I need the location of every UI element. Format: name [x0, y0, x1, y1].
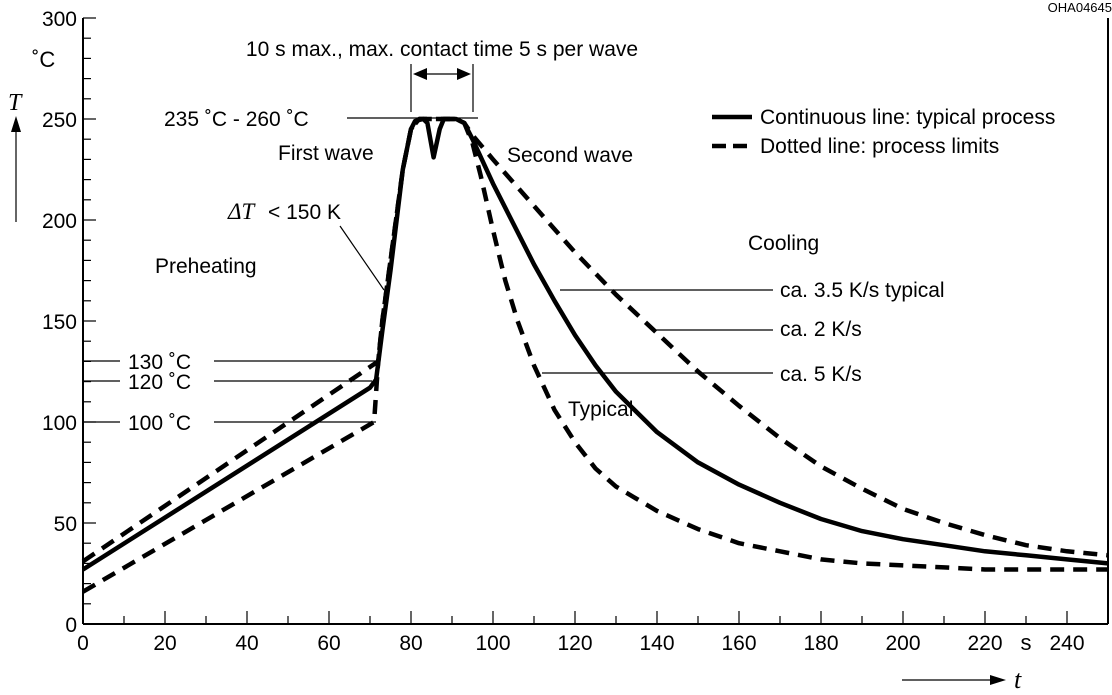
first-wave-label: First wave [278, 142, 374, 165]
x-tick-label: 20 [153, 632, 176, 655]
x-tick-label: 160 [721, 632, 756, 655]
rate-5-label: ca. 5 K/s [780, 363, 862, 386]
legend: Continuous line: typical process Dotted … [712, 106, 1055, 158]
y-tick-label: 150 [42, 311, 77, 334]
peak-temperature-label: 235 ˚C - 260 ˚C [164, 108, 309, 131]
x-axis-symbol: t [1014, 665, 1022, 694]
y-tick-label: 100 [42, 412, 77, 435]
preheat-level-120: 120 ˚C [83, 371, 372, 394]
y-axis-arrow [11, 116, 21, 222]
x-tick-label: 0 [77, 632, 89, 655]
legend-label-dashed: Dotted line: process limits [760, 135, 999, 158]
x-tick-label: 120 [557, 632, 592, 655]
typical-label: Typical [568, 398, 633, 421]
x-tick-label: 60 [317, 632, 340, 655]
x-axis-ticks: 0 20 40 60 80 100 120 140 160 180 200 220 240 [77, 611, 1109, 655]
series-line-dashed-2 [81, 116, 1108, 594]
legend-label-solid: Continuous line: typical process [760, 106, 1055, 129]
x-tick-label: 220 [967, 632, 1002, 655]
preheating-label: Preheating [155, 255, 257, 278]
delta-t-symbol: ΔT [227, 199, 256, 224]
level-100-label: 100 ˚C [128, 412, 191, 435]
delta-t-leader-line [339, 225, 385, 291]
reference-code: OHA04645 [1048, 0, 1112, 15]
x-tick-label: 80 [399, 632, 422, 655]
y-axis-symbol: T [8, 90, 23, 116]
x-axis-unit: s [1021, 630, 1032, 655]
series-group [81, 116, 1109, 594]
series-line-dashed-1 [81, 116, 1109, 564]
delta-t-label: < 150 K [268, 201, 341, 224]
x-tick-label: 240 [1049, 632, 1084, 655]
y-tick-label: 0 [65, 614, 77, 637]
y-axis-unit: ˚C [32, 47, 55, 72]
y-tick-label: 50 [54, 513, 77, 536]
y-tick-label: 250 [42, 109, 77, 132]
preheat-level-130: 130 ˚C [83, 351, 380, 374]
preheat-level-100: 100 ˚C [83, 412, 376, 435]
y-tick-label: 300 [42, 8, 77, 31]
x-tick-label: 100 [475, 632, 510, 655]
rate-2-label: ca. 2 K/s [780, 318, 862, 341]
max-time-annotation: 10 s max., max. contact time 5 s per wav… [246, 38, 638, 61]
x-axis-arrow [902, 675, 1006, 685]
level-130-label: 130 ˚C [128, 351, 191, 374]
x-tick-label: 140 [639, 632, 674, 655]
y-axis-ticks: 0 50 100 150 200 250 300 [42, 8, 96, 637]
x-tick-label: 40 [235, 632, 258, 655]
second-wave-label: Second wave [507, 144, 633, 167]
level-120-label: 120 ˚C [128, 371, 191, 394]
x-tick-label: 200 [885, 632, 920, 655]
contact-time-dimension [410, 64, 474, 112]
y-tick-label: 200 [42, 210, 77, 233]
series-line-solid-0 [81, 116, 1109, 572]
cooling-label: Cooling [748, 232, 819, 255]
x-tick-label: 180 [803, 632, 838, 655]
rate-typical-label: ca. 3.5 K/s typical [780, 279, 945, 302]
